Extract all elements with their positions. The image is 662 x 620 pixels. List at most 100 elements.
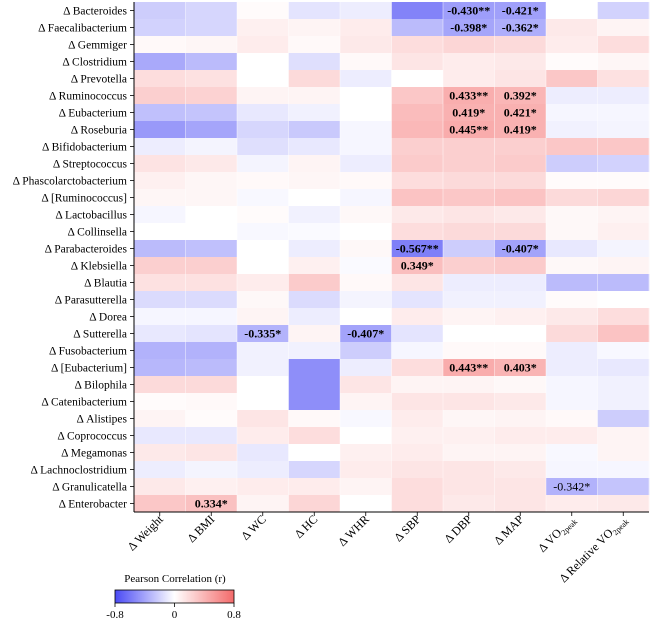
row-label: Δ Eubacterium — [59, 108, 127, 120]
heatmap-cell — [340, 444, 392, 462]
heatmap-gridlines — [133, 2, 650, 513]
heatmap-cell — [546, 342, 598, 360]
heatmap-cell — [391, 444, 444, 462]
heatmap-cell — [288, 274, 341, 292]
heatmap-cell — [340, 461, 392, 479]
heatmap-cell — [288, 36, 341, 54]
heatmap-cell — [391, 427, 444, 445]
heatmap-cell — [185, 36, 238, 54]
heatmap-cell — [494, 36, 547, 54]
heatmap-cell — [443, 291, 495, 309]
row-label: Δ Gemmiger — [68, 40, 127, 52]
heatmap-cell — [340, 359, 392, 377]
heatmap-cell — [597, 2, 650, 20]
heatmap-cell — [443, 189, 495, 207]
heatmap-cell — [597, 325, 650, 343]
heatmap-cell — [546, 478, 598, 496]
heatmap-cell — [443, 410, 495, 428]
heatmap-cell — [546, 410, 598, 428]
heatmap-cell — [391, 121, 444, 139]
heatmap-cell — [391, 274, 444, 292]
heatmap-cell — [597, 393, 650, 411]
heatmap-cell — [340, 427, 392, 445]
row-label: Δ Ruminococcus — [49, 91, 128, 103]
heatmap-cell — [597, 87, 650, 105]
heatmap-cell — [546, 393, 598, 411]
heatmap-cell — [185, 104, 238, 122]
heatmap-cell — [546, 2, 598, 20]
heatmap-cell — [237, 359, 289, 377]
heatmap-cell — [443, 223, 495, 241]
cell-annotation: 0.445** — [449, 123, 488, 137]
heatmap-cell — [391, 155, 444, 173]
heatmap-cell — [597, 410, 650, 428]
heatmap-cell — [597, 53, 650, 71]
row-ticks — [130, 10, 134, 504]
heatmap-cell — [185, 410, 238, 428]
heatmap-cell — [494, 155, 547, 173]
heatmap-cell — [494, 53, 547, 71]
cell-annotation: -0.421* — [502, 4, 539, 18]
heatmap-cell — [185, 291, 238, 309]
heatmap-cell — [237, 444, 289, 462]
heatmap-cell — [443, 70, 495, 88]
heatmap-cell — [288, 376, 341, 394]
heatmap-cell — [391, 359, 444, 377]
heatmap-cell — [597, 155, 650, 173]
heatmap-cell — [443, 308, 495, 326]
heatmap-cell — [134, 342, 186, 360]
heatmap-cell — [443, 87, 495, 105]
heatmap-cell — [185, 121, 238, 139]
heatmap-cell — [494, 172, 547, 190]
row-label: Δ Alistipes — [76, 414, 127, 426]
row-label: Δ Parasutterella — [55, 295, 127, 307]
heatmap-cell — [340, 376, 392, 394]
column-label: Δ VO2peak — [535, 512, 579, 556]
row-label: Δ Lactobacillus — [55, 210, 127, 222]
heatmap-cell — [546, 172, 598, 190]
heatmap-cell — [237, 376, 289, 394]
heatmap-cell — [288, 70, 341, 88]
heatmap-cell — [597, 70, 650, 88]
heatmap-cell — [546, 36, 598, 54]
heatmap-cell — [237, 308, 289, 326]
colorbar-title: Pearson Correlation (r) — [124, 573, 226, 585]
heatmap-cell — [134, 121, 186, 139]
heatmap-cell — [134, 36, 186, 54]
heatmap-cell — [443, 2, 495, 20]
heatmap-cell — [134, 444, 186, 462]
heatmap-cell — [546, 240, 598, 258]
heatmap-cell — [391, 189, 444, 207]
heatmap-cell — [546, 155, 598, 173]
heatmap-cell — [597, 274, 650, 292]
cell-annotation: 0.433** — [449, 89, 488, 103]
heatmap-cell — [597, 36, 650, 54]
heatmap-cell — [546, 19, 598, 37]
row-label: Δ Sutterella — [73, 329, 127, 341]
heatmap-cell — [494, 461, 547, 479]
heatmap-cell — [546, 291, 598, 309]
row-label: Δ Enterobacter — [59, 499, 128, 511]
heatmap-cell — [597, 121, 650, 139]
heatmap-cell — [134, 274, 186, 292]
heatmap-cell — [391, 223, 444, 241]
heatmap-cell — [546, 376, 598, 394]
heatmap-cell — [391, 325, 444, 343]
cell-annotation: 0.334* — [195, 497, 228, 511]
heatmap-cell — [443, 444, 495, 462]
heatmap-cell — [134, 393, 186, 411]
heatmap-cell — [597, 189, 650, 207]
cell-annotation: -0.430** — [447, 4, 490, 18]
heatmap-cell — [391, 495, 444, 513]
heatmap-cell — [443, 342, 495, 360]
heatmap-cell — [237, 325, 289, 343]
heatmap-cell — [391, 410, 444, 428]
heatmap-cell — [185, 172, 238, 190]
cell-annotation: -0.407* — [502, 242, 539, 256]
colorbar-legend: Pearson Correlation (r) -0.8 0 0.8 — [106, 573, 241, 620]
heatmap-cell — [494, 87, 547, 105]
colorbar-label-min: -0.8 — [106, 609, 124, 620]
heatmap-cell — [494, 70, 547, 88]
heatmap-cell — [288, 155, 341, 173]
heatmap-cell — [288, 138, 341, 156]
